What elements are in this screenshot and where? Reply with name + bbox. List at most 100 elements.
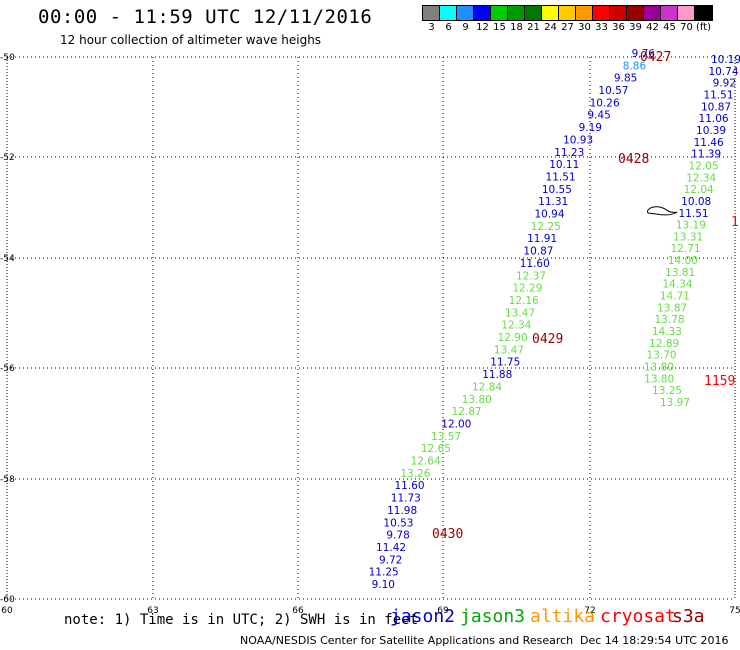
lon-tick-label: 75 (729, 606, 740, 616)
lon-tick-label: 72 (584, 606, 595, 616)
satellite-legend-jason2: jason2 (390, 606, 456, 627)
swh-value-label: 10.74 (708, 66, 738, 78)
colorbar-swatch (593, 6, 610, 20)
swh-value-label: 11.51 (546, 171, 576, 183)
colorbar-label: (ft) (695, 22, 712, 33)
swh-value-label: 13.70 (647, 350, 677, 362)
satellite-legend-jason3: jason3 (460, 606, 526, 627)
swh-value-label: 10.87 (701, 101, 731, 113)
colorbar-label: 6 (445, 22, 452, 33)
swh-value-label: 13.78 (655, 314, 685, 326)
colorbar-label: 45 (663, 22, 676, 33)
colorbar-label: 39 (629, 22, 642, 33)
swh-value-label: 12.87 (452, 406, 482, 418)
swh-value-label: 11.75 (490, 357, 520, 369)
lon-tick-label: 63 (147, 606, 158, 616)
lat-tick-label: -54 (0, 254, 15, 264)
swh-value-label: 11.88 (482, 369, 512, 381)
swh-value-label: 12.64 (411, 456, 441, 468)
swh-value-label: 12.90 (498, 332, 528, 344)
colorbar-swatch (542, 6, 559, 20)
swh-value-label: 11.06 (699, 113, 729, 125)
swh-value-label: 9.78 (386, 530, 409, 542)
colorbar-label: 9 (462, 22, 469, 33)
pass-time-label: 0430 (432, 527, 463, 542)
wave-height-colorbar (422, 5, 713, 21)
swh-value-label: 10.53 (383, 517, 413, 529)
swh-value-label: 13.87 (657, 302, 687, 314)
swh-value-label: 13.80 (644, 373, 674, 385)
swh-value-label: 12.00 (441, 418, 471, 430)
swh-value-label: 12.71 (671, 243, 701, 255)
swh-value-label: 11.73 (391, 493, 421, 505)
swh-value-label: 9.19 (579, 122, 602, 134)
colorbar-label: 36 (612, 22, 625, 33)
swh-value-label: 11.51 (703, 89, 733, 101)
swh-value-label: 10.11 (549, 159, 579, 171)
swh-value-label: 11.98 (387, 505, 417, 517)
swh-value-label: 12.25 (531, 221, 561, 233)
colorbar-label: 15 (493, 22, 506, 33)
swh-value-label: 14.71 (660, 291, 690, 303)
colorbar-swatch (559, 6, 576, 20)
swh-value-label: 10.87 (523, 246, 553, 258)
swh-value-label: 8.86 (623, 60, 647, 72)
swh-value-label: 11.42 (376, 542, 406, 554)
swh-value-label: 10.39 (696, 125, 726, 137)
colorbar-label: 3 (428, 22, 435, 33)
swh-value-label: 13.81 (665, 267, 695, 279)
colorbar-label: 27 (561, 22, 574, 33)
swh-value-label: 9.76 (632, 48, 656, 60)
swh-value-label: 12.05 (689, 160, 719, 172)
swh-value-label: 12.37 (516, 270, 546, 282)
swh-value-label: 12.65 (421, 443, 451, 455)
colorbar-swatch (644, 6, 661, 20)
satellite-legend-cryosat: cryosat (600, 606, 676, 627)
swh-value-label: 12.34 (501, 320, 531, 332)
swh-value-label: 11.60 (394, 480, 424, 492)
colorbar-label: 12 (476, 22, 489, 33)
lat-tick-label: -56 (0, 364, 15, 374)
colorbar-label: 30 (578, 22, 591, 33)
swh-value-label: 11.60 (520, 258, 550, 270)
swh-value-label: 9.45 (587, 110, 610, 122)
generation-timestamp: Dec 14 18:29:54 UTC 2016 (580, 634, 729, 647)
satellite-legend-altika: altika (530, 606, 596, 627)
swh-value-label: 13.26 (400, 468, 430, 480)
colorbar-swatch (678, 6, 695, 20)
lon-tick-label: 60 (1, 606, 13, 616)
swh-value-label: 9.72 (379, 554, 402, 566)
swh-value-label: 12.84 (472, 381, 502, 393)
colorbar-swatch (525, 6, 542, 20)
colorbar-swatch (627, 6, 644, 20)
swh-value-label: 13.47 (505, 307, 535, 319)
colorbar-label: 21 (527, 22, 540, 33)
swh-value-label: 9.85 (614, 73, 637, 85)
swh-value-label: 13.19 (676, 220, 706, 232)
swh-value-label: 12.34 (686, 172, 716, 184)
swh-value-label: 11.46 (694, 137, 724, 149)
swh-value-label: 10.94 (534, 209, 564, 221)
lon-tick-label: 66 (292, 606, 304, 616)
satellite-legend-s3a: s3a (672, 606, 705, 627)
colorbar-label: 70 (680, 22, 693, 33)
colorbar-swatch (474, 6, 491, 20)
swh-value-label: 10.55 (542, 184, 572, 196)
swh-value-label: 13.97 (660, 397, 690, 409)
colorbar-swatch (661, 6, 678, 20)
lat-tick-label: -52 (0, 153, 15, 163)
swh-value-label: 13.80 (462, 394, 492, 406)
colorbar-label: 24 (544, 22, 557, 33)
swh-value-label: 11.51 (679, 208, 709, 220)
swh-value-label: 9.92 (713, 78, 736, 90)
colorbar-label: 42 (646, 22, 659, 33)
colorbar-swatch (576, 6, 593, 20)
colorbar-swatch (491, 6, 508, 20)
swh-value-label: 13.47 (494, 344, 524, 356)
swh-value-label: 13.80 (644, 362, 674, 374)
swh-value-label: 12.89 (649, 338, 679, 350)
colorbar-swatch (457, 6, 474, 20)
swh-value-label: 13.25 (652, 385, 682, 397)
